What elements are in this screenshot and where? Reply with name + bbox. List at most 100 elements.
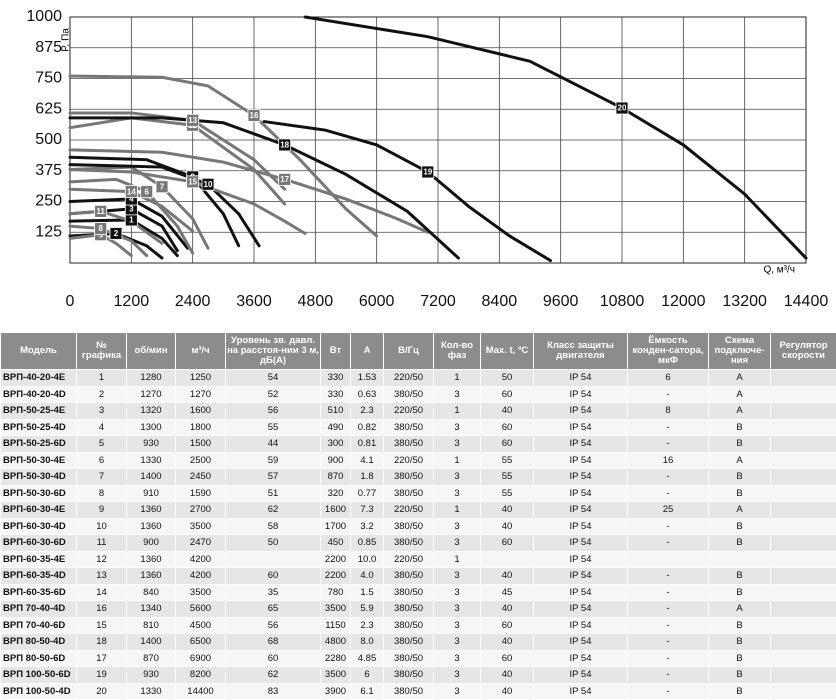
table-cell: ВРП-60-30-4D <box>0 517 77 535</box>
table-cell: IP 54 <box>533 369 628 387</box>
table-cell: IP 54 <box>533 468 628 486</box>
fan-curve <box>68 168 307 235</box>
table-cell: 1300 <box>126 418 176 436</box>
table-cell: 40 <box>480 633 534 651</box>
table-cell: A <box>708 501 771 519</box>
table-cell: 40 <box>480 666 534 684</box>
table-cell: IP 54 <box>533 682 628 700</box>
table-cell: 1360 <box>126 517 176 535</box>
table-cell: 380/50 <box>383 633 434 651</box>
table-cell: 25 <box>627 501 709 519</box>
table-cell <box>770 616 836 634</box>
column-header: об/мин <box>126 332 176 370</box>
table-cell: 1360 <box>126 501 176 519</box>
table-cell <box>770 451 836 469</box>
table-cell: 380/50 <box>383 418 434 436</box>
table-cell: 50 <box>225 534 321 552</box>
table-cell: 840 <box>126 583 176 601</box>
table-cell: ВРП-50-30-6D <box>0 484 77 502</box>
table-cell: 3900 <box>320 682 351 700</box>
table-cell: 1330 <box>126 682 176 700</box>
table-cell: 220/50 <box>383 402 434 420</box>
curve-label: 6 <box>140 185 154 199</box>
table-cell: ВРП-50-25-4D <box>0 418 77 436</box>
table-cell <box>770 468 836 486</box>
table-cell: 9 <box>76 501 127 519</box>
table-cell: 1.5 <box>350 583 384 601</box>
table-cell: 380/50 <box>383 567 434 585</box>
table-cell: 2700 <box>175 501 226 519</box>
table-cell: 3 <box>76 402 127 420</box>
table-cell: A <box>708 600 771 618</box>
table-row: ВРП-40-20-4E 1 1280 1250 54 330 1.53 220/50 1 50 I… <box>0 369 836 387</box>
x-tick-label: 4800 <box>298 293 334 310</box>
curve-label: 16 <box>247 109 261 122</box>
table-cell: 3 <box>433 385 481 403</box>
table-cell: ВРП-60-30-4E <box>0 501 77 519</box>
table-cell: B <box>708 517 771 535</box>
x-tick-label: 0 <box>66 293 75 310</box>
table-cell: B <box>708 633 771 651</box>
curve-label-box <box>186 113 200 127</box>
table-cell: ВРП-60-35-4D <box>0 567 77 585</box>
table-cell: 6 <box>76 451 127 469</box>
column-header: Схема подключе-ния <box>708 332 771 370</box>
curve-label: 1 <box>124 213 138 227</box>
table-cell: 83 <box>225 682 321 700</box>
table-cell: 220/50 <box>383 451 434 469</box>
table-cell: - <box>627 534 709 552</box>
table-cell: 4800 <box>320 633 351 651</box>
column-header: Кол-во фаз <box>433 332 481 370</box>
curve-label-text: 8 <box>98 224 103 233</box>
table-cell: 380/50 <box>383 649 434 667</box>
table-row: ВРП-60-35-4D 13 1360 4200 60 2200 4.0 380/50 3 40… <box>0 567 836 585</box>
table-cell: ВРП 100-50-4D <box>0 682 77 700</box>
curve-label-box <box>201 177 215 191</box>
curve-label-text: 10 <box>204 180 213 189</box>
table-cell: - <box>627 649 709 667</box>
table-cell: 1400 <box>126 633 176 651</box>
table-cell: ВРП-60-30-6D <box>0 534 77 552</box>
table-cell <box>770 369 836 387</box>
table-cell: 220/50 <box>383 501 434 519</box>
table-cell: IP 54 <box>533 583 628 601</box>
table-cell: 380/50 <box>383 468 434 486</box>
table-cell: 380/50 <box>383 517 434 535</box>
table-cell: A <box>708 369 771 387</box>
table-row: ВРП-50-30-6D 8 910 1590 51 320 0.77 380/50 3 55 IP… <box>0 484 836 502</box>
table-row: ВРП-60-35-6D 14 840 3500 35 780 1.5 380/50 3 45 IP… <box>0 583 836 601</box>
table-cell: 2470 <box>175 534 226 552</box>
table-cell: 3 <box>433 583 481 601</box>
table-cell: B <box>708 682 771 700</box>
table-cell: 8 <box>627 402 709 420</box>
table-cell <box>770 418 836 436</box>
table-cell: 2200 <box>320 567 351 585</box>
table-cell: 3500 <box>320 666 351 684</box>
table-cell: 1360 <box>126 567 176 585</box>
table-cell <box>770 501 836 519</box>
curve-label-box <box>278 138 292 152</box>
curve-label-text: 3 <box>129 204 134 213</box>
column-header: Регулятор скорости <box>770 332 836 370</box>
table-cell: B <box>708 534 771 552</box>
table-cell: 56 <box>225 616 321 634</box>
table-cell: 0.63 <box>350 385 384 403</box>
curve-label-box <box>124 185 138 199</box>
table-cell: 3 <box>433 517 481 535</box>
plot-frame <box>69 16 807 264</box>
table-cell: 1 <box>433 550 481 568</box>
x-tick-label: 8400 <box>482 293 518 310</box>
table-cell: 4.85 <box>350 649 384 667</box>
table-cell: 60 <box>480 385 534 403</box>
table-cell: ВРП 70-40-6D <box>0 616 77 634</box>
y-tick-label: 1000 <box>26 8 62 25</box>
table-cell: 900 <box>320 451 351 469</box>
table-cell: 14 <box>76 583 127 601</box>
curve-label: 19 <box>421 165 435 179</box>
table-cell: ВРП 70-40-4D <box>0 600 77 618</box>
table-cell: 330 <box>320 385 351 403</box>
x-tick-label: 6000 <box>359 293 395 310</box>
table-cell: 13 <box>76 567 127 585</box>
x-axis-label: Q, м³/ч <box>763 265 795 276</box>
table-cell: 1400 <box>126 468 176 486</box>
